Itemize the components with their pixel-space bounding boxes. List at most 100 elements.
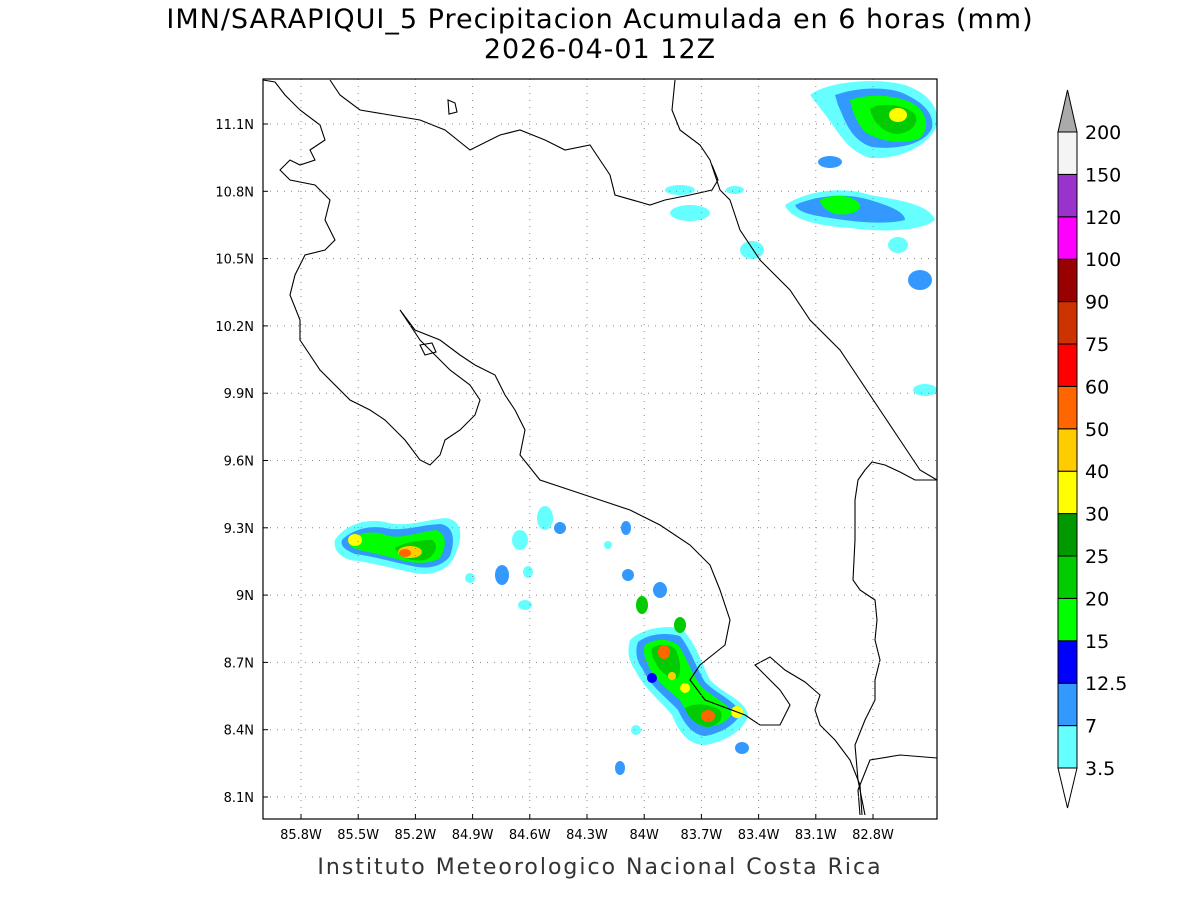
colorbar-swatch bbox=[1057, 216, 1078, 260]
lon-tick-label: 83.1W bbox=[795, 828, 837, 843]
colorbar-swatch bbox=[1057, 301, 1078, 345]
rain-cell-s5 bbox=[523, 566, 533, 578]
lat-tick-label: 9.6N bbox=[224, 455, 254, 470]
precipitation-fields bbox=[334, 81, 938, 775]
rain-cell-s6 bbox=[465, 573, 475, 583]
rain-cell-s11 bbox=[653, 582, 667, 598]
colorbar-label: 150 bbox=[1085, 164, 1121, 186]
colorbar-swatch bbox=[1057, 470, 1078, 515]
border-panama bbox=[852, 461, 937, 816]
rain-cell-s1 bbox=[537, 506, 553, 530]
colorbar-label: 50 bbox=[1085, 419, 1109, 441]
rain-cell-n2 bbox=[665, 185, 695, 195]
lat-tick-label: 10.5N bbox=[215, 253, 254, 268]
rain-cell-ne3 bbox=[818, 156, 842, 168]
lat-tick-label: 11.1N bbox=[215, 118, 254, 133]
lon-tick-label: 82.8W bbox=[852, 828, 894, 843]
latitude-labels: 11.1N 10.8N 10.5N 10.2N 9.9N 9.6N 9.3N 9N 8.7N 8.… bbox=[215, 118, 254, 806]
colorbar-label: 12.5 bbox=[1085, 673, 1127, 695]
lon-tick-label: 84.9W bbox=[452, 828, 494, 843]
lon-tick-label: 85.2W bbox=[394, 828, 436, 843]
colorbar-label: 90 bbox=[1085, 292, 1109, 314]
colorbar-label: 3.5 bbox=[1085, 758, 1115, 780]
lat-tick-label: 9N bbox=[236, 589, 254, 604]
colorbar-label: 200 bbox=[1085, 122, 1121, 144]
map-title: IMN/SARAPIQUI_5 Precipitacion Acumulada … bbox=[166, 4, 1034, 35]
graticule bbox=[263, 79, 937, 819]
border-nicaragua bbox=[329, 79, 719, 206]
rain-cell-n4 bbox=[740, 241, 764, 259]
longitude-labels: 85.8W 85.5W 85.2W 84.9W 84.6W 84.3W 84W 83.7W 83… bbox=[280, 828, 894, 843]
colorbar-lower-arrow bbox=[1057, 767, 1078, 809]
rain-core-nicoya-3 bbox=[348, 534, 362, 546]
rain-cell-s12 bbox=[615, 761, 625, 775]
lon-tick-label: 85.8W bbox=[280, 828, 322, 843]
colorbar-label: 100 bbox=[1085, 249, 1121, 271]
rain-cell-s14 bbox=[631, 725, 641, 735]
footer-credit: Instituto Meteorologico Nacional Costa R… bbox=[317, 855, 883, 880]
rain-core-osa4 bbox=[668, 672, 676, 680]
lon-tick-label: 83.4W bbox=[738, 828, 780, 843]
colorbar-label: 20 bbox=[1085, 588, 1109, 610]
rain-cell-ne6 bbox=[913, 384, 937, 396]
colorbar-swatch bbox=[1057, 385, 1078, 430]
colorbar-label: 25 bbox=[1085, 546, 1109, 568]
lon-tick-label: 85.5W bbox=[337, 828, 379, 843]
lat-tick-label: 10.8N bbox=[215, 185, 254, 200]
colorbar-label: 30 bbox=[1085, 504, 1109, 526]
coastline-nicoya-inner bbox=[419, 342, 437, 356]
rain-cell-osa7 bbox=[647, 673, 657, 683]
coastline-panama-pacific bbox=[857, 754, 938, 816]
rain-core-nicoya-2 bbox=[399, 549, 411, 557]
rain-cell-s10 bbox=[636, 596, 648, 614]
colorbar-swatch bbox=[1057, 343, 1078, 387]
rain-cell-s3 bbox=[495, 565, 509, 585]
rain-cell-s13 bbox=[735, 742, 749, 754]
map-subtitle: 2026-04-01 12Z bbox=[483, 34, 717, 65]
rain-cell-n3 bbox=[726, 186, 744, 194]
lon-tick-label: 83.7W bbox=[680, 828, 722, 843]
colorbar-swatch bbox=[1057, 173, 1078, 218]
colorbar-label: 40 bbox=[1085, 461, 1109, 483]
colorbar-swatch bbox=[1057, 725, 1078, 769]
lat-tick-label: 8.1N bbox=[224, 791, 254, 806]
lon-tick-label: 84W bbox=[629, 828, 659, 843]
map-frame bbox=[262, 78, 938, 820]
colorbar-label: 75 bbox=[1085, 334, 1109, 356]
rain-core-osa3 bbox=[680, 683, 690, 693]
rain-cell-s9 bbox=[622, 569, 634, 581]
colorbar-swatch bbox=[1057, 131, 1078, 175]
colorbar-swatch bbox=[1057, 640, 1078, 684]
colorbar-swatch bbox=[1057, 428, 1078, 472]
colorbar-upper-arrow bbox=[1057, 89, 1078, 133]
colorbar: 3.5 7 12.5 15 20 25 30 40 50 60 75 90 100 120 150 200 bbox=[1057, 89, 1127, 809]
coastline-caribbean bbox=[671, 79, 938, 481]
island-lake bbox=[447, 99, 458, 115]
lat-tick-label: 9.9N bbox=[224, 387, 254, 402]
rain-cell-s4 bbox=[518, 600, 532, 610]
rain-cell-s15 bbox=[604, 541, 612, 549]
colorbar-swatch bbox=[1057, 513, 1078, 557]
rain-cell-osa5 bbox=[674, 617, 686, 633]
lat-tick-label: 10.2N bbox=[215, 320, 254, 335]
colorbar-label: 7 bbox=[1085, 716, 1097, 738]
rain-core-osa1 bbox=[658, 645, 670, 659]
rain-cell-s8 bbox=[621, 521, 631, 535]
lat-tick-label: 8.7N bbox=[224, 656, 254, 671]
rain-core-osa2 bbox=[701, 710, 715, 722]
rain-cell-n1 bbox=[670, 205, 710, 221]
rain-cell-s7 bbox=[512, 530, 528, 550]
colorbar-swatch bbox=[1057, 258, 1078, 303]
lon-tick-label: 84.3W bbox=[566, 828, 608, 843]
colorbar-swatch bbox=[1057, 555, 1078, 599]
colorbar-label: 60 bbox=[1085, 376, 1109, 398]
colorbar-swatch bbox=[1057, 597, 1078, 642]
rain-cell-ne4 bbox=[908, 270, 932, 290]
rain-cell-s2 bbox=[554, 522, 566, 534]
rain-cell-ne5 bbox=[888, 237, 908, 253]
lon-tick-label: 84.6W bbox=[509, 828, 551, 843]
coastline-pacific bbox=[262, 79, 863, 816]
colorbar-label: 120 bbox=[1085, 207, 1121, 229]
rain-core-ne1 bbox=[889, 108, 907, 122]
